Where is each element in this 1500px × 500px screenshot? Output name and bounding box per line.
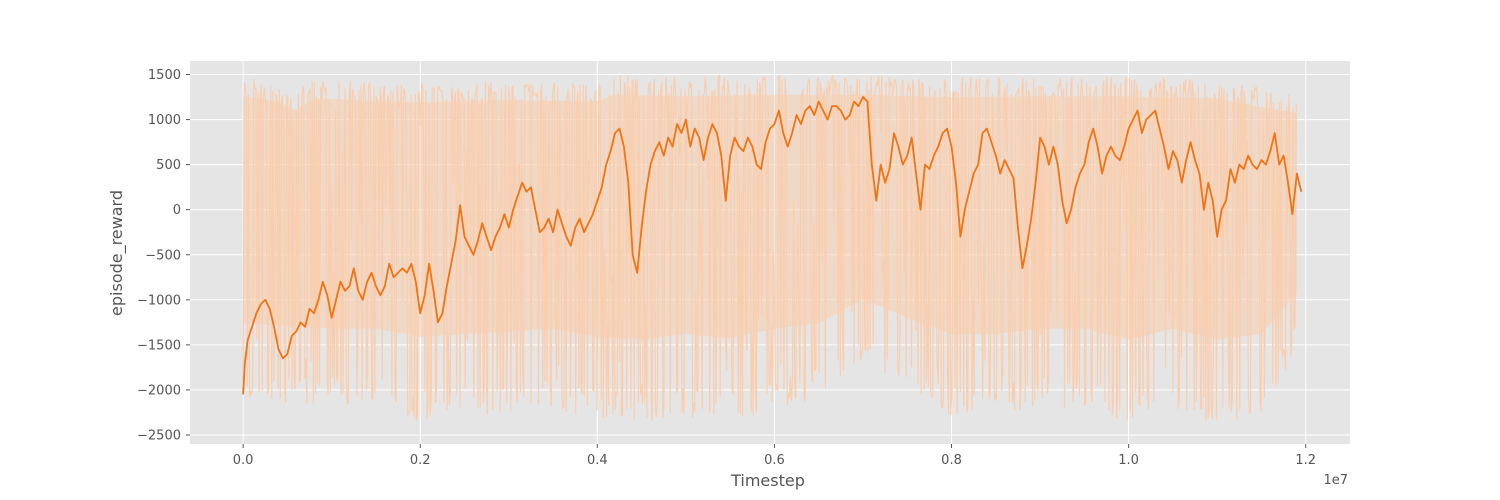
x-tick-label: 1.2	[1295, 453, 1316, 468]
x-tick-label: 1.0	[1118, 453, 1139, 468]
smoothed-reward-line	[242, 96, 1303, 395]
x-axis-label: Timestep	[730, 471, 805, 490]
y-tick-label: −2000	[137, 383, 181, 398]
y-tick-label: −1500	[137, 338, 181, 353]
y-axis-label: episode_reward	[107, 190, 127, 316]
raw-reward-line	[242, 73, 1297, 422]
y-tick-label: −1000	[137, 293, 181, 308]
x-tick-label: 0.6	[764, 453, 785, 468]
y-tick-label: −500	[145, 248, 181, 263]
y-tick-label: 1500	[148, 68, 181, 83]
x-axis-ticks: 0.0 0.2 0.4 0.6 0.8 1.0 1.2	[233, 444, 1316, 468]
x-tick-label: 0.2	[410, 453, 431, 468]
y-axis-ticks: 1500 1000 500 0 −500 −1000 −1500 −2000 −2500	[137, 68, 190, 443]
x-tick-label: 0.0	[233, 453, 254, 468]
y-tick-label: −2500	[137, 428, 181, 443]
y-tick-label: 500	[156, 158, 181, 173]
y-tick-label: 0	[173, 203, 181, 218]
y-tick-label: 1000	[148, 113, 181, 128]
x-tick-label: 0.8	[941, 453, 962, 468]
x-axis-offset-label: 1e7	[1323, 473, 1348, 488]
x-tick-label: 0.4	[587, 453, 608, 468]
series-layer	[242, 73, 1303, 422]
